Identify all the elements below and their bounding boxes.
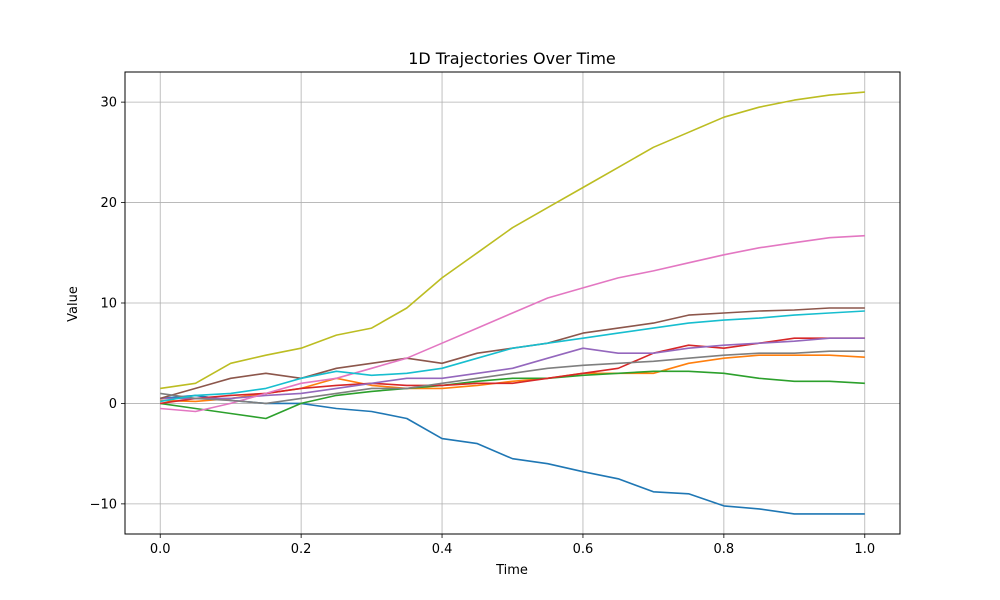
series-line-1 <box>160 394 865 515</box>
ticks: 0.0 0.2 0.4 0.6 0.8 1.0 −10 0 10 20 30 <box>90 96 876 557</box>
series-line-9 <box>160 91 865 390</box>
series-lines <box>159 91 865 515</box>
series-line-3 <box>160 370 865 420</box>
y-tick-label: 0 <box>109 397 117 412</box>
x-tick-label: 0.8 <box>714 542 735 557</box>
series-line-7 <box>160 234 865 413</box>
y-tick-label: 10 <box>100 297 117 312</box>
series-line-8 <box>160 350 865 405</box>
series-line-5 <box>160 337 865 400</box>
y-axis-label: Value <box>66 286 81 322</box>
x-tick-label: 0.6 <box>573 542 594 557</box>
x-tick-label: 0.2 <box>291 542 312 557</box>
x-tick-label: 0.4 <box>432 542 453 557</box>
series-line-4 <box>160 337 865 405</box>
grid <box>125 72 900 534</box>
x-tick-label: 1.0 <box>854 542 875 557</box>
x-axis-label: Time <box>495 563 528 578</box>
y-tick-label: 20 <box>100 196 117 211</box>
x-tick-label: 0.0 <box>150 542 171 557</box>
series-line-10 <box>160 310 865 403</box>
y-tick-label: 30 <box>100 96 117 111</box>
chart-title: 1D Trajectories Over Time <box>408 49 616 68</box>
y-tick-label: −10 <box>90 497 117 512</box>
